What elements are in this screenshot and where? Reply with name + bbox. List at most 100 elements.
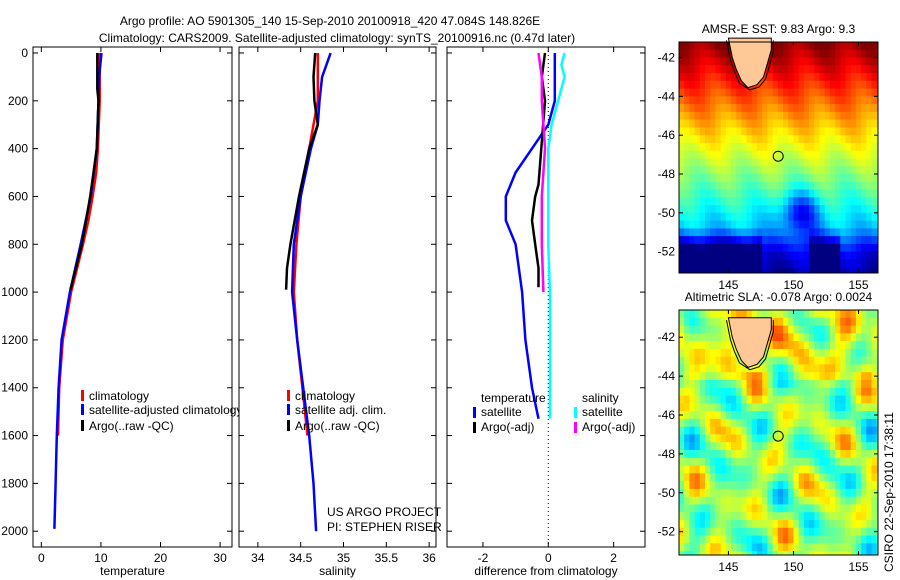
heatmap-cell	[814, 551, 820, 556]
heatmap-cell	[855, 150, 862, 159]
heatmap-cell	[694, 181, 701, 191]
heatmap-cell	[845, 119, 852, 128]
heatmap-cell	[757, 551, 763, 556]
heatmap-cell	[829, 310, 836, 319]
heatmap-cell	[746, 150, 753, 159]
heatmap-cell	[814, 150, 820, 159]
heatmap-cell	[861, 356, 867, 365]
heatmap-cell	[850, 488, 857, 498]
heatmap-cell	[850, 236, 857, 245]
heatmap-cell	[772, 135, 779, 144]
heatmap-cell	[720, 434, 727, 443]
heatmap-cell	[725, 259, 732, 268]
heatmap-cell	[720, 49, 727, 59]
heatmap-cell	[871, 465, 878, 474]
heatmap-cell	[798, 450, 805, 459]
heatmap-cell	[741, 434, 748, 443]
heatmap-cell	[798, 80, 805, 90]
y-tick-label: 400	[8, 142, 28, 156]
heatmap-cell	[803, 372, 810, 381]
heatmap-cell	[850, 49, 857, 59]
heatmap-cell	[720, 88, 727, 97]
heatmap-cell	[824, 551, 831, 556]
heatmap-cell	[861, 142, 867, 152]
heatmap-cell	[725, 251, 732, 260]
heatmap-cell	[715, 212, 722, 222]
heatmap-cell	[803, 450, 810, 459]
heatmap-cell	[798, 496, 805, 505]
heatmap-cell	[855, 236, 862, 245]
heatmap-cell	[689, 325, 696, 334]
heatmap-cell	[694, 158, 701, 167]
heatmap-cell	[777, 520, 784, 529]
heatmap-cell	[814, 504, 820, 513]
heatmap-cell	[679, 325, 685, 334]
heatmap-cell	[840, 364, 846, 373]
heatmap-cell	[746, 403, 753, 412]
heatmap-cell	[783, 80, 789, 90]
heatmap-cell	[777, 259, 784, 268]
heatmap-cell	[741, 104, 748, 113]
heatmap-cell	[798, 403, 805, 412]
heatmap-cell	[679, 380, 685, 389]
heatmap-cell	[736, 80, 742, 90]
heatmap-cell	[736, 243, 742, 253]
heatmap-cell	[829, 504, 836, 513]
y-tick-label: 600	[8, 189, 28, 203]
heatmap-cell	[689, 512, 696, 521]
heatmap-cell	[840, 356, 846, 365]
heatmap-cell	[689, 535, 696, 544]
heatmap-cell	[788, 551, 794, 556]
heatmap-cell	[715, 481, 722, 490]
heatmap-cell	[871, 205, 878, 214]
legend-swatch	[81, 404, 84, 415]
heatmap-cell	[720, 135, 727, 144]
heatmap-cell	[819, 73, 826, 82]
heatmap-cell	[829, 57, 836, 66]
heatmap-cell	[699, 356, 706, 365]
heatmap-cell	[793, 267, 800, 274]
heatmap-cell	[850, 551, 857, 556]
heatmap-cell	[694, 236, 701, 245]
heatmap-cell	[767, 135, 774, 144]
heatmap-cell	[845, 418, 852, 428]
heatmap-cell	[788, 212, 794, 222]
heatmap-cell	[757, 205, 763, 214]
heatmap-cell	[731, 512, 737, 521]
heatmap-cell	[829, 236, 836, 245]
heatmap-cell	[705, 442, 711, 451]
heatmap-cell	[720, 333, 727, 342]
heatmap-cell	[689, 220, 696, 229]
heatmap-cell	[829, 473, 836, 482]
heatmap-cell	[850, 418, 857, 428]
heatmap-cell	[845, 333, 852, 342]
heatmap-cell	[767, 174, 774, 183]
heatmap-cell	[809, 411, 815, 420]
heatmap-cell	[798, 341, 805, 350]
heatmap-cell	[694, 166, 701, 175]
heatmap-cell	[705, 220, 711, 229]
heatmap-cell	[819, 450, 826, 459]
heatmap-cell	[772, 543, 779, 552]
heatmap-cell	[861, 520, 867, 529]
heatmap-cell	[720, 364, 727, 373]
heatmap-cell	[855, 395, 862, 404]
heatmap-cell	[793, 418, 800, 428]
map-title: Altimetric SLA: -0.078 Argo: 0.0024	[685, 290, 873, 304]
heatmap-cell	[783, 520, 789, 529]
heatmap-cell	[741, 197, 748, 206]
heatmap-cell	[855, 142, 862, 152]
heatmap-cell	[689, 527, 696, 537]
heatmap-cell	[757, 527, 763, 537]
heatmap-cell	[835, 181, 841, 191]
heatmap-cell	[850, 142, 857, 152]
heatmap-cell	[803, 88, 810, 97]
heatmap-cell	[751, 220, 758, 229]
heatmap-cell	[705, 73, 711, 82]
heatmap-cell	[741, 212, 748, 222]
heatmap-cell	[835, 387, 841, 397]
heatmap-cell	[731, 111, 737, 121]
heatmap-cell	[741, 228, 748, 237]
heatmap-cell	[715, 127, 722, 136]
heatmap-cell	[710, 380, 716, 389]
